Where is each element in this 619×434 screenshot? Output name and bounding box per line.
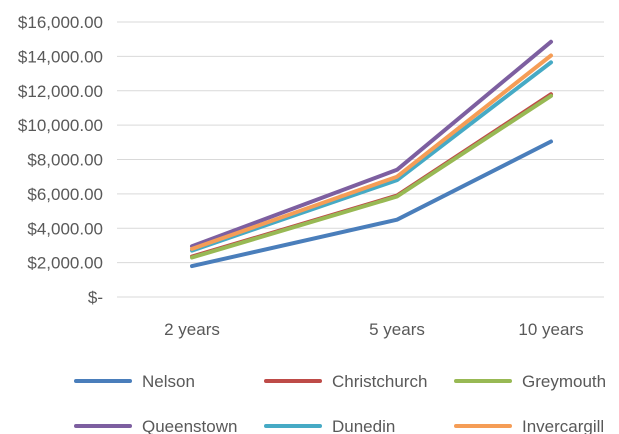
y-tick-label: $4,000.00 — [27, 219, 103, 238]
series-line-queenstown — [190, 39, 553, 249]
legend-entry-greymouth: Greymouth — [454, 372, 606, 391]
legend-entry-christchurch: Christchurch — [264, 372, 427, 391]
legend-entry-queenstown: Queenstown — [74, 417, 237, 434]
series-line-dunedin — [190, 60, 553, 253]
y-tick-label: $- — [88, 288, 103, 307]
x-tick-label: 2 years — [164, 320, 220, 339]
legend-label: Christchurch — [332, 372, 427, 391]
legend: Nelson Christchurch Greymouth Queenstown Dun… — [74, 372, 606, 434]
gridlines — [117, 21, 604, 298]
y-tick-label: $14,000.00 — [18, 47, 103, 66]
legend-label: Nelson — [142, 372, 195, 391]
y-tick-label: $10,000.00 — [18, 116, 103, 135]
y-tick-label: $6,000.00 — [27, 185, 103, 204]
legend-label: Invercargill — [522, 417, 604, 434]
y-tick-label: $16,000.00 — [18, 13, 103, 32]
legend-label: Queenstown — [142, 417, 237, 434]
series-line-nelson — [190, 139, 553, 269]
x-tick-label: 5 years — [369, 320, 425, 339]
series-line-greymouth — [190, 93, 553, 260]
series-lines — [190, 39, 553, 269]
legend-entry-nelson: Nelson — [74, 372, 195, 391]
legend-entry-invercargill: Invercargill — [454, 417, 604, 434]
legend-label: Dunedin — [332, 417, 395, 434]
y-tick-label: $8,000.00 — [27, 151, 103, 170]
y-axis-tick-labels: $- $2,000.00 $4,000.00 $6,000.00 $8,000.00 $1… — [18, 13, 103, 307]
series-line-invercargill — [190, 53, 553, 251]
x-axis-tick-labels: 2 years 5 years 10 years — [164, 320, 583, 339]
legend-entry-dunedin: Dunedin — [264, 417, 395, 434]
y-tick-label: $12,000.00 — [18, 82, 103, 101]
y-tick-label: $2,000.00 — [27, 254, 103, 273]
x-tick-label: 10 years — [518, 320, 583, 339]
legend-label: Greymouth — [522, 372, 606, 391]
